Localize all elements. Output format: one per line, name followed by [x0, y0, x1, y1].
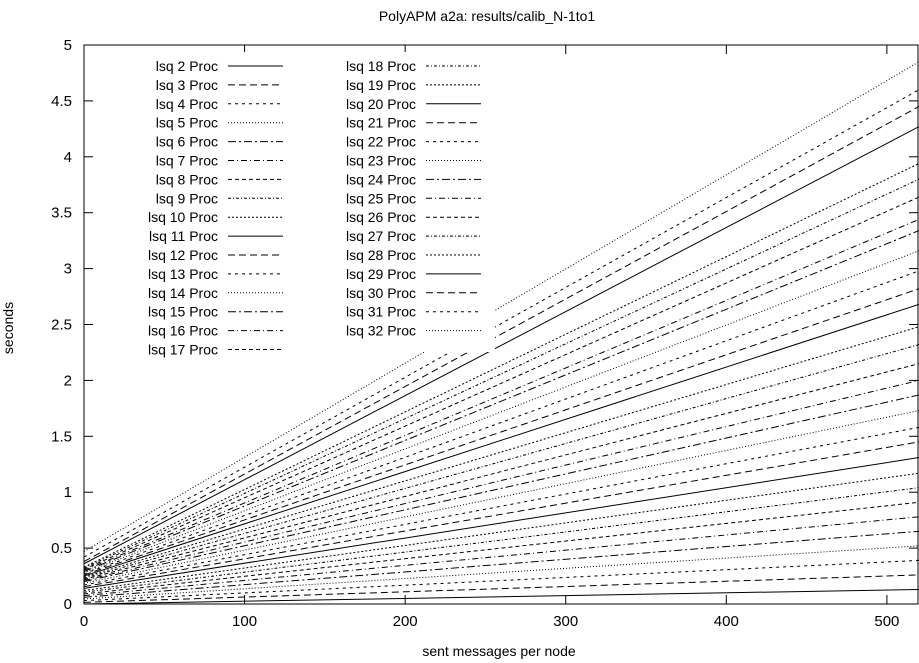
series-line: [83, 288, 919, 576]
legend-label: lsq 7 Proc: [156, 153, 218, 169]
legend-label: lsq 24 Proc: [346, 171, 416, 187]
series-line: [83, 178, 919, 569]
y-tick-label: 1: [64, 484, 72, 501]
series-line: [83, 574, 919, 603]
legend-label: lsq 13 Proc: [148, 266, 218, 282]
series-line: [83, 487, 919, 593]
series-line: [83, 230, 919, 573]
series-line: [83, 61, 919, 552]
legend-label: lsq 19 Proc: [346, 77, 416, 93]
y-tick-label: 2: [64, 372, 72, 389]
legend-label: lsq 9 Proc: [156, 190, 218, 206]
series-line: [83, 410, 919, 584]
x-tick-label: 500: [874, 613, 899, 630]
x-tick-label: 200: [393, 613, 418, 630]
series-line: [83, 441, 919, 588]
series-line: [83, 472, 919, 592]
y-tick-label: 4.5: [51, 93, 72, 110]
legend: lsq 2 Proc lsq 3 Proc lsq 4 Proc lsq 5 Proc…: [110, 52, 495, 358]
legend-label: lsq 26 Proc: [346, 209, 416, 225]
series-line: [83, 530, 919, 598]
legend-label: lsq 5 Proc: [156, 115, 218, 131]
y-tick-label: 0.5: [51, 540, 72, 557]
x-tick-label: 400: [714, 613, 739, 630]
series-line: [83, 106, 919, 562]
series-line: [83, 559, 919, 602]
legend-label: lsq 21 Proc: [346, 115, 416, 131]
legend-label: lsq 6 Proc: [156, 134, 218, 150]
series-line: [83, 89, 919, 558]
y-tick-label: 2.5: [51, 317, 72, 334]
series-line: [83, 218, 919, 571]
legend-label: lsq 8 Proc: [156, 171, 218, 187]
series-line: [83, 270, 919, 575]
legend-label: lsq 11 Proc: [149, 228, 218, 244]
y-tick-label: 5: [64, 37, 72, 54]
series-line: [83, 250, 919, 574]
legend-label: lsq 12 Proc: [148, 247, 218, 263]
series-line: [83, 126, 919, 565]
series-line: [83, 588, 919, 605]
legend-label: lsq 10 Proc: [148, 209, 218, 225]
series-line: [83, 501, 919, 595]
y-tick-label: 4: [64, 149, 72, 166]
legend-label: lsq 15 Proc: [148, 304, 218, 320]
legend-label: lsq 3 Proc: [156, 77, 218, 93]
series-line: [83, 516, 919, 597]
y-tick-label: 1.5: [51, 428, 72, 445]
legend-label: lsq 17 Proc: [148, 342, 218, 358]
legend-label: lsq 28 Proc: [346, 247, 416, 263]
x-tick-label: 300: [553, 613, 578, 630]
y-tick-label: 3: [64, 261, 72, 278]
y-tick-label: 3.5: [51, 205, 72, 222]
legend-label: lsq 20 Proc: [346, 96, 416, 112]
legend-label: lsq 18 Proc: [346, 58, 416, 74]
series-line: [83, 326, 919, 578]
y-axis-title: seconds: [0, 302, 16, 354]
series-line: [83, 379, 919, 582]
series-line: [83, 303, 919, 577]
legend-label: lsq 30 Proc: [346, 285, 416, 301]
legend-label: lsq 2 Proc: [156, 58, 218, 74]
x-tick-label: 100: [232, 613, 257, 630]
legend-label: lsq 31 Proc: [346, 304, 416, 320]
y-tick-label: 0: [64, 596, 72, 613]
series-lines: [83, 61, 919, 605]
x-axis-title: sent messages per node: [422, 643, 576, 659]
legend-label: lsq 23 Proc: [346, 153, 416, 169]
series-line: [83, 426, 919, 586]
series-line: [83, 363, 919, 580]
series-line: [83, 196, 919, 570]
x-tick-label: 0: [80, 613, 88, 630]
chart-title: PolyAPM a2a: results/calib_N-1to1: [379, 8, 596, 24]
series-line: [83, 163, 919, 568]
legend-label: lsq 27 Proc: [346, 228, 416, 244]
series-line: [83, 457, 919, 589]
legend-label: lsq 22 Proc: [346, 134, 416, 150]
legend-label: lsq 29 Proc: [346, 266, 416, 282]
legend-label: lsq 4 Proc: [156, 96, 218, 112]
x-axis: 0 100 200 300 400 500: [80, 45, 899, 630]
legend-label: lsq 25 Proc: [346, 190, 416, 206]
series-line: [83, 344, 919, 579]
legend-label: lsq 14 Proc: [148, 285, 218, 301]
series-line: [83, 394, 919, 583]
legend-label: lsq 32 Proc: [346, 323, 416, 339]
legend-label: lsq 16 Proc: [148, 323, 218, 339]
legend-background: [110, 52, 495, 352]
